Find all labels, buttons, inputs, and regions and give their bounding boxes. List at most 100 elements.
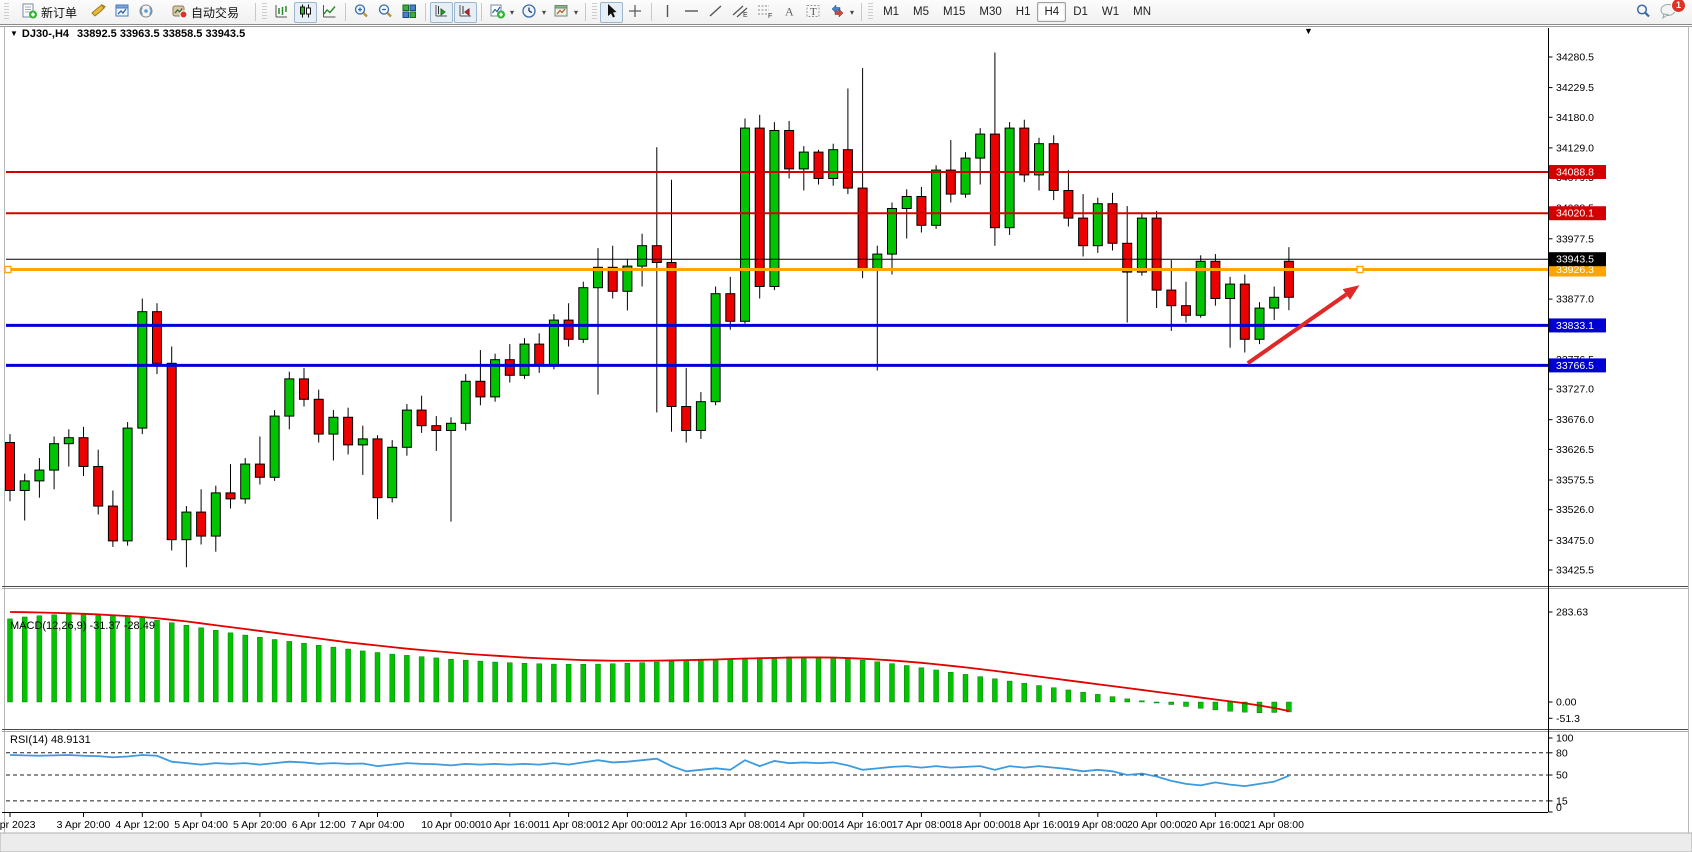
candle-body	[1019, 127, 1030, 176]
chart-menu-arrow[interactable]: ▼	[1304, 26, 1313, 36]
candle-body	[107, 505, 118, 542]
candlestick	[78, 426, 89, 477]
timeframe-w1-button[interactable]: W1	[1095, 2, 1126, 22]
macd-histogram-bar	[1168, 701, 1175, 705]
text-button[interactable]: A	[778, 2, 801, 23]
timeframe-h1-button[interactable]: H1	[1009, 2, 1038, 22]
macd-histogram-bar	[815, 657, 822, 703]
candle-body	[1210, 260, 1221, 299]
signal-button[interactable]	[135, 2, 158, 23]
tile-windows-button[interactable]	[398, 2, 421, 23]
candle-body	[710, 293, 721, 403]
macd-histogram-bar	[1065, 689, 1072, 703]
new-chart-button[interactable]	[111, 2, 134, 23]
candles-layer	[5, 52, 1294, 568]
timeframe-m15-button[interactable]: M15	[936, 2, 972, 22]
candlestick	[19, 473, 30, 521]
candlestick	[93, 449, 104, 515]
price-tick-label: 34129.0	[1556, 142, 1594, 154]
candle-body	[1166, 289, 1177, 307]
fibonacci-icon: F	[756, 3, 774, 22]
indicators-button[interactable]: ▾	[486, 2, 517, 23]
text-a-icon: A	[782, 3, 797, 22]
auto-scroll-button[interactable]	[430, 1, 453, 23]
zoom-out-button[interactable]	[374, 2, 397, 23]
candlestick	[769, 122, 780, 291]
candlestick	[1034, 137, 1044, 191]
candlestick	[1122, 206, 1133, 323]
candlestick	[740, 118, 750, 324]
notification-badge[interactable]: 1	[1671, 0, 1686, 13]
arrows-tool-button[interactable]: ▾	[826, 2, 857, 23]
toolbar-separator	[651, 3, 653, 21]
candlestick	[504, 344, 515, 383]
candlestick	[343, 407, 354, 455]
candle-body	[504, 359, 515, 376]
ohlc-values: 33892.5 33963.5 33858.5 33943.5	[77, 28, 246, 40]
zoom-in-button[interactable]	[350, 2, 373, 23]
candle-body	[313, 398, 324, 435]
candlestick	[269, 410, 280, 481]
price-badge	[1549, 206, 1606, 221]
toolbar-separator	[345, 3, 346, 21]
time-tick-label: 20 Apr 16:00	[1186, 819, 1246, 831]
candle-body	[651, 245, 662, 263]
line-selection-handle[interactable]	[4, 265, 12, 274]
candle-body	[1107, 203, 1118, 244]
trendline-button[interactable]	[704, 2, 727, 23]
candle-body	[1034, 143, 1044, 176]
auto-trading-button[interactable]: 自动交易	[159, 2, 251, 23]
cursor-button[interactable]	[600, 1, 624, 23]
dropdown-caret-icon: ▾	[850, 7, 855, 17]
trend-arrow-head[interactable]	[1342, 285, 1360, 300]
timeframe-m30-button[interactable]: M30	[972, 2, 1008, 22]
macd-histogram-bar	[1139, 700, 1145, 703]
price-tick-label: 33676.0	[1556, 414, 1594, 426]
price-tick-label: 33526.0	[1556, 504, 1594, 516]
vertical-line-button[interactable]	[656, 2, 679, 23]
candlestick	[1239, 274, 1250, 353]
line-selection-handle[interactable]	[1356, 265, 1364, 274]
macd-histogram-bar	[286, 641, 292, 703]
trend-arrow-object[interactable]	[1246, 285, 1360, 365]
market-watch-button[interactable]	[87, 2, 110, 23]
toolbar-separator	[585, 3, 587, 21]
chart-plot-area[interactable]	[6, 28, 1548, 586]
periods-button[interactable]: ▾	[518, 2, 549, 23]
templates-button[interactable]: ▾	[550, 2, 581, 23]
timeframe-m5-button[interactable]: M5	[906, 2, 936, 22]
candle-body	[137, 311, 148, 429]
new-order-button[interactable]: 新订单	[12, 2, 86, 23]
text-label-button[interactable]: T	[802, 2, 825, 23]
equidistant-channel-button[interactable]: E	[728, 2, 752, 23]
chart-shift-button[interactable]	[454, 1, 477, 23]
candlestick	[1078, 194, 1089, 257]
megaphone-icon	[90, 3, 107, 22]
crosshair-button[interactable]	[624, 2, 647, 23]
search-button[interactable]	[1632, 2, 1655, 23]
macd-histogram-bar	[698, 659, 704, 703]
bar-chart-button[interactable]	[270, 2, 293, 23]
macd-tick-label: 283.63	[1556, 607, 1588, 619]
timeframe-h4-button[interactable]: H4	[1037, 2, 1067, 22]
candle-body	[916, 195, 927, 226]
timeframe-m1-button[interactable]: M1	[876, 2, 906, 22]
line-chart-button[interactable]	[318, 2, 341, 23]
candle-body	[1254, 307, 1265, 340]
symbol-dropdown-icon[interactable]: ▼	[10, 29, 18, 38]
timeframe-d1-button[interactable]: D1	[1066, 2, 1095, 22]
candlestick	[828, 143, 839, 186]
candle-body	[387, 446, 398, 499]
fibonacci-button[interactable]: F	[753, 2, 777, 23]
price-badge	[1549, 165, 1606, 180]
trend-arrow-shaft[interactable]	[1246, 292, 1348, 365]
macd-histogram-bar	[168, 622, 175, 703]
horizontal-line-button[interactable]	[680, 2, 703, 23]
candlestick-chart-button[interactable]	[294, 1, 317, 23]
candlestick	[152, 303, 162, 375]
timeframe-mn-button[interactable]: MN	[1126, 2, 1158, 22]
zoom-out-icon	[377, 3, 394, 22]
candlestick	[401, 404, 412, 456]
